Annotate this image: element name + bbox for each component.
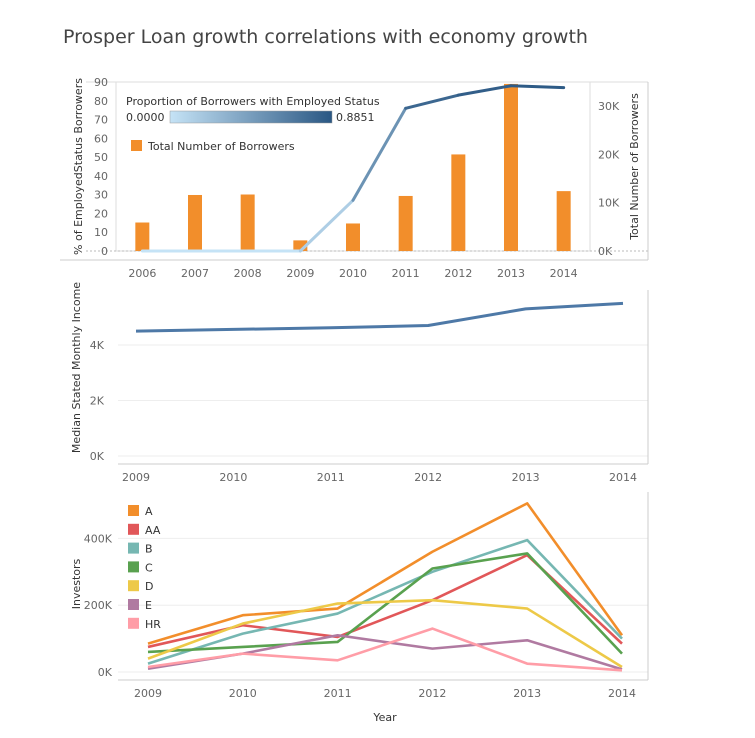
- chart3-legend-swatch: [128, 523, 139, 535]
- chart1-left-tick-label: 20: [94, 207, 108, 220]
- chart1-employment-line-segment: [509, 84, 566, 90]
- chart1-bar: [556, 191, 571, 251]
- chart3-x-tick-label: 2012: [418, 687, 446, 700]
- chart1-x-tick-label: 2009: [286, 267, 314, 280]
- chart1-left-tick-label: 10: [94, 226, 108, 239]
- chart2-y-tick-label: 2K: [90, 394, 105, 407]
- chart1-color-legend-title: Proportion of Borrowers with Employed St…: [126, 95, 380, 108]
- chart1-right-tick-label: 10K: [598, 197, 620, 210]
- chart3-legend-label: E: [145, 599, 152, 612]
- chart3-x-tick-label: 2010: [229, 687, 257, 700]
- chart1-bar: [240, 194, 255, 251]
- chart2-x-tick-label: 2014: [609, 471, 637, 484]
- chart3-y-tick-label: 200K: [84, 599, 113, 612]
- chart1-bar-legend-label: Total Number of Borrowers: [147, 140, 295, 153]
- chart3-legend-swatch: [128, 617, 139, 629]
- chart3-legend-swatch: [128, 599, 139, 610]
- chart3-y-axis-title: Investors: [70, 558, 83, 609]
- chart1-x-tick-label: 2010: [339, 267, 367, 280]
- chart1-right-tick-label: 30K: [598, 100, 620, 113]
- chart1-left-tick-label: 70: [94, 114, 108, 127]
- chart1-left-tick-label: 0: [101, 245, 108, 258]
- chart3-series-line-d: [147, 598, 623, 669]
- chart3-y-tick-label: 0K: [98, 666, 113, 679]
- chart3-legend-swatch: [128, 542, 139, 554]
- chart1-x-tick-label: 2006: [128, 267, 156, 280]
- chart3-legend-swatch: [128, 580, 139, 592]
- chart3-series-line-hr: [147, 627, 623, 672]
- chart2-x-tick-label: 2009: [122, 471, 150, 484]
- chart1-bar: [346, 223, 360, 251]
- chart1-color-legend-ramp: [169, 110, 333, 124]
- chart3-legend-label: D: [145, 580, 153, 593]
- chart2-x-tick-label: 2012: [414, 471, 442, 484]
- chart1-bar: [398, 195, 413, 251]
- chart1-right-tick-label: 0K: [598, 245, 613, 258]
- chart1-right-tick-label: 20K: [598, 148, 620, 161]
- chart1-bar: [135, 222, 150, 251]
- chart1-left-tick-label: 50: [94, 151, 108, 164]
- chart1-employment-line-segment: [351, 106, 408, 202]
- chart1-bar-legend-swatch: [131, 140, 142, 151]
- chart1-x-tick-label: 2011: [392, 267, 420, 280]
- chart3-y-tick-label: 400K: [84, 532, 113, 545]
- chart3-legend-label: B: [145, 543, 153, 556]
- chart2-y-tick-label: 0K: [90, 450, 105, 463]
- chart1-left-tick-label: 90: [94, 76, 108, 89]
- chart1-employment-line-segment: [298, 198, 355, 253]
- chart1-x-tick-label: 2007: [181, 267, 209, 280]
- chart1-bar: [188, 194, 202, 251]
- chart1-left-tick-label: 60: [94, 132, 108, 145]
- chart3-series-line-a: [147, 502, 624, 645]
- chart1-x-tick-label: 2013: [497, 267, 525, 280]
- chart3-legend-label: HR: [145, 618, 161, 631]
- chart1-bar: [451, 154, 466, 251]
- chart3-x-tick-label: 2011: [324, 687, 352, 700]
- chart1-left-tick-label: 30: [94, 189, 108, 202]
- chart1-left-tick-label: 40: [94, 170, 108, 183]
- chart3-legend-swatch: [128, 505, 139, 516]
- chart1-left-tick-label: 80: [94, 95, 108, 108]
- chart3-x-tick-label: 2014: [608, 687, 636, 700]
- chart2-x-tick-label: 2013: [512, 471, 540, 484]
- chart3-legend-label: A: [145, 505, 153, 518]
- chart1-x-tick-label: 2012: [444, 267, 472, 280]
- chart2-x-tick-label: 2011: [317, 471, 345, 484]
- chart1-bar: [293, 240, 308, 251]
- chart1-left-axis-title: % of EmployedStatus Borrowers: [72, 78, 85, 255]
- chart2-y-tick-label: 4K: [90, 339, 105, 352]
- chart2-y-axis-title: Median Stated Monthly Income: [70, 282, 83, 453]
- chart3-x-tick-label: 2013: [513, 687, 541, 700]
- chart1-bar: [504, 83, 518, 251]
- chart1-employment-line-segment: [404, 93, 460, 110]
- chart1-right-axis-title: Total Number of Borrowers: [628, 93, 641, 241]
- chart2-x-tick-label: 2010: [219, 471, 247, 484]
- page-title: Prosper Loan growth correlations with ec…: [63, 26, 588, 48]
- chart1-employment-line-segment: [456, 84, 513, 97]
- chart3-legend-swatch: [128, 561, 139, 573]
- chart3-series-line-b: [147, 538, 623, 665]
- chart3-series-line-c: [147, 552, 623, 655]
- chart2-income-line: [135, 301, 624, 333]
- chart1-color-legend-min: 0.0000: [126, 111, 165, 124]
- chart1-x-tick-label: 2014: [550, 267, 578, 280]
- chart3-legend-label: AA: [145, 524, 161, 537]
- chart3-x-axis-title: Year: [372, 711, 397, 724]
- chart3-x-tick-label: 2009: [134, 687, 162, 700]
- chart3-legend-label: C: [145, 561, 153, 574]
- chart1-color-legend-max: 0.8851: [336, 111, 375, 124]
- chart1-x-tick-label: 2008: [234, 267, 262, 280]
